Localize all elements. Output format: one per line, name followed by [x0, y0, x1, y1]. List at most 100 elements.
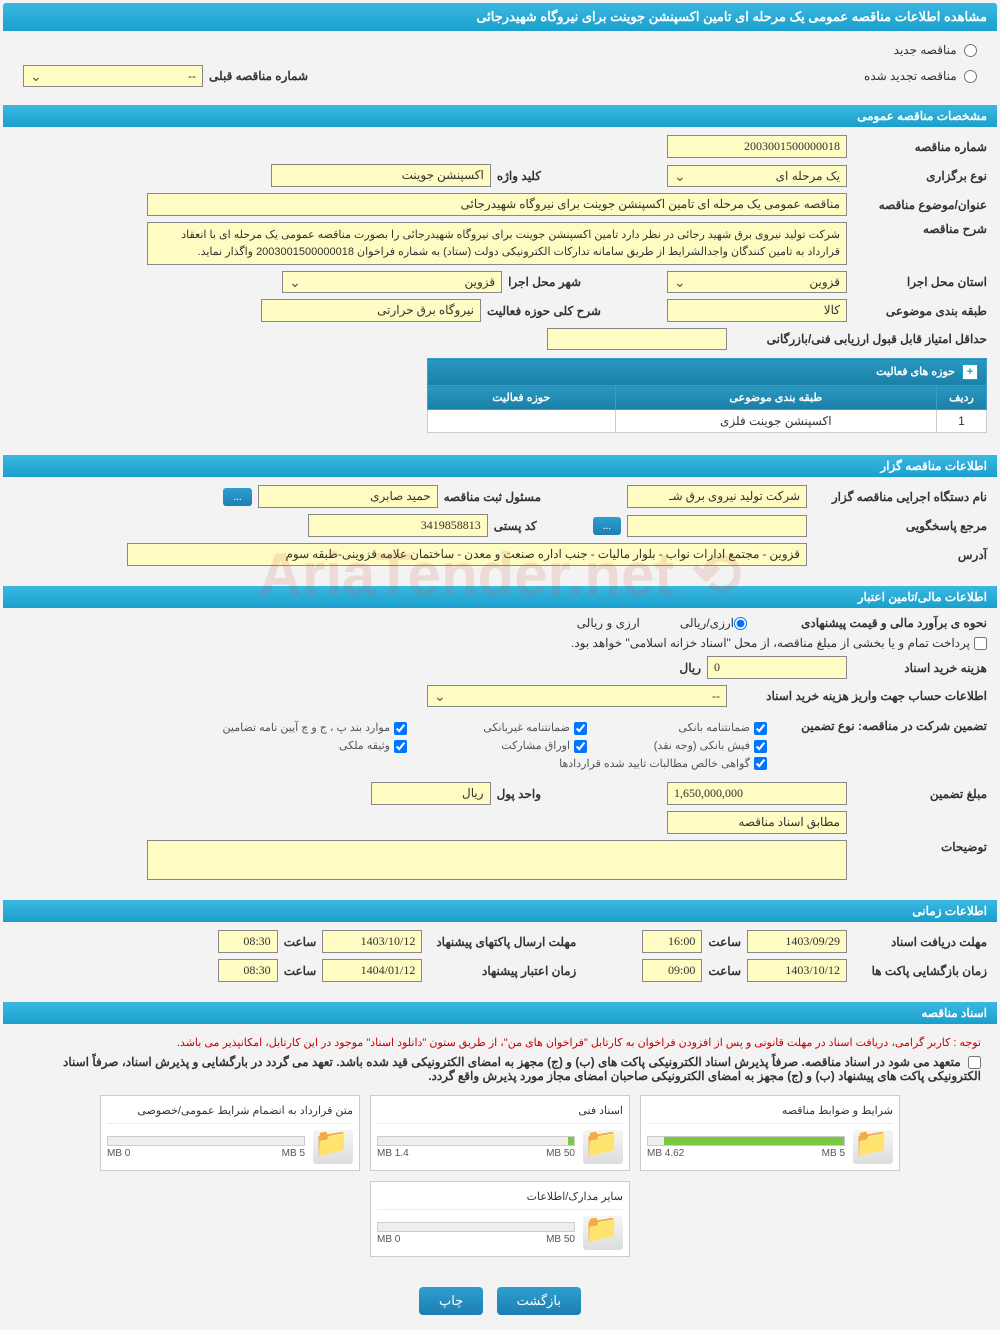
unit-label: واحد پول	[491, 787, 547, 801]
page-title: مشاهده اطلاعات مناقصه عمومی یک مرحله ای …	[476, 9, 987, 24]
respond-field	[627, 515, 807, 537]
cb-nonbank[interactable]	[574, 722, 587, 735]
notes-textarea	[147, 840, 847, 880]
page-container: { "header": { "title": "مشاهده اطلاعات م…	[0, 0, 1000, 1330]
expand-icon[interactable]: +	[962, 364, 978, 380]
holding-type-select[interactable]: یک مرحله ای	[667, 165, 847, 187]
back-button[interactable]: بازگشت	[497, 1287, 581, 1315]
file-box[interactable]: اسناد فنی 50 MB 1.4 MB	[370, 1095, 630, 1171]
scope-field: نیروگاه برق حرارتی	[261, 299, 481, 322]
section-timing-title: اطلاعات زمانی	[912, 904, 987, 918]
treasury-note: پرداخت تمام و یا بخشی از مبلغ مناقصه، از…	[571, 636, 970, 650]
cb-clauses[interactable]	[394, 722, 407, 735]
province-select[interactable]: قزوین	[667, 271, 847, 293]
cb-cash[interactable]	[754, 740, 767, 753]
agency-field: شرکت تولید نیروی برق شـ	[627, 485, 807, 508]
file-title: متن قرارداد به انضمام شرایط عمومی/خصوصی	[107, 1102, 353, 1124]
col-scope: حوزه فعالیت	[428, 386, 616, 410]
open-label: زمان بازگشایی پاکت ها	[847, 964, 987, 978]
reg-officer-field: حمید صابری	[258, 485, 438, 508]
file-total: 5 MB	[282, 1148, 305, 1159]
submit-date: 1403/10/12	[322, 930, 422, 953]
submit-time-label: ساعت	[278, 935, 323, 949]
file-grid: شرایط و ضوابط مناقصه 5 MB 4.62 MB اسناد …	[13, 1085, 987, 1267]
city-value: قزوین	[465, 275, 496, 289]
tender-type-section: مناقصه جدید مناقصه تجدید شده شماره مناقص…	[3, 31, 997, 99]
radio-new-tender[interactable]: مناقصه جدید	[894, 43, 977, 57]
file-total: 5 MB	[822, 1148, 845, 1159]
footer: بازگشت چاپ	[3, 1275, 997, 1327]
city-select[interactable]: قزوین	[282, 271, 502, 293]
postal-label: کد پستی	[488, 519, 543, 533]
min-score-field	[547, 328, 727, 350]
folder-icon	[583, 1216, 623, 1250]
address-label: آدرس	[807, 548, 987, 562]
est-radio-label: ارزی/ریالی	[680, 616, 734, 630]
doc-deadline-time-label: ساعت	[702, 935, 747, 949]
submit-label: مهلت ارسال پاکتهای پیشنهاد	[422, 935, 582, 949]
cb-cert[interactable]	[754, 757, 767, 770]
cb2-label: ضمانتنامه غیربانکی	[483, 722, 570, 734]
radio-new-input[interactable]	[964, 44, 977, 57]
amount-label: مبلغ تضمین	[847, 787, 987, 801]
col-category: طبقه بندی موضوعی	[615, 386, 936, 410]
cb-bank[interactable]	[754, 722, 767, 735]
holding-type-value: یک مرحله ای	[776, 169, 840, 183]
cb-property[interactable]	[394, 740, 407, 753]
commitment-checkbox[interactable]	[968, 1056, 981, 1069]
page-title-bar: مشاهده اطلاعات مناقصه عمومی یک مرحله ای …	[3, 3, 997, 31]
treasury-checkbox[interactable]	[974, 637, 987, 650]
per-docs-field: مطابق اسناد مناقصه	[667, 811, 847, 834]
subject-label: عنوان/موضوع مناقصه	[847, 198, 987, 212]
deposit-info-value: --	[712, 689, 720, 703]
cb-bonds[interactable]	[574, 740, 587, 753]
amount-field: 1,650,000,000	[667, 782, 847, 805]
doc-fee-field: 0	[707, 656, 847, 679]
doc-deadline-label: مهلت دریافت اسناد	[847, 935, 987, 949]
section-general-title: مشخصات مناقصه عمومی	[857, 109, 987, 123]
doc-fee-unit: ریال	[673, 661, 707, 675]
valid-date: 1404/01/12	[322, 959, 422, 982]
file-used: 1.4 MB	[377, 1148, 409, 1159]
activity-table: + حوزه های فعالیت ردیف طبقه بندی موضوعی …	[427, 358, 987, 433]
cb6-label: وثیقه ملکی	[339, 740, 390, 752]
folder-icon	[853, 1130, 893, 1164]
tender-number-label: شماره مناقصه	[847, 140, 987, 154]
deposit-info-select[interactable]: --	[427, 685, 727, 707]
documents-content: توجه : کاربر گرامی، دریافت اسناد در مهلت…	[3, 1024, 997, 1275]
row-num: 1	[937, 410, 987, 433]
radio-renewed-tender[interactable]: مناقصه تجدید شده	[864, 69, 977, 83]
file-progress	[107, 1136, 305, 1146]
deposit-info-label: اطلاعات حساب جهت واریز هزینه خرید اسناد	[727, 689, 987, 703]
print-button[interactable]: چاپ	[419, 1287, 483, 1315]
doc-deadline-date: 1403/09/29	[747, 930, 847, 953]
file-box[interactable]: متن قرارداد به انضمام شرایط عمومی/خصوصی …	[100, 1095, 360, 1171]
cb3-label: موارد بند پ ، ج و چ آیین نامه تضامین	[223, 722, 390, 734]
officer-more-button[interactable]: ...	[223, 488, 251, 506]
file-title: اسناد فنی	[377, 1102, 623, 1124]
file-title: شرایط و ضوابط مناقصه	[647, 1102, 893, 1124]
prev-tender-select[interactable]: --	[23, 65, 203, 87]
province-value: قزوین	[809, 275, 840, 289]
section-organizer-bar: اطلاعات مناقصه گزار	[3, 455, 997, 477]
file-progress	[377, 1136, 575, 1146]
prev-tender-label: شماره مناقصه قبلی	[203, 69, 314, 83]
file-used: 0 MB	[377, 1234, 400, 1245]
file-box[interactable]: شرایط و ضوابط مناقصه 5 MB 4.62 MB	[640, 1095, 900, 1171]
section-organizer-title: اطلاعات مناقصه گزار	[880, 459, 987, 473]
tender-number-field: 2003001500000018	[667, 135, 847, 158]
notes-label: توضیحات	[847, 840, 987, 854]
open-date: 1403/10/12	[747, 959, 847, 982]
city-label: شهر محل اجرا	[502, 275, 587, 289]
valid-time-label: ساعت	[278, 964, 323, 978]
respond-more-button[interactable]: ...	[593, 517, 621, 535]
postal-field: 3419858813	[308, 514, 488, 537]
cb4-label: فیش بانکی (وجه نقد)	[654, 740, 750, 752]
section-general-bar: مشخصات مناقصه عمومی	[3, 105, 997, 127]
col-row: ردیف	[937, 386, 987, 410]
est-radio[interactable]	[734, 617, 747, 630]
file-box[interactable]: سایر مدارک/اطلاعات 50 MB 0 MB	[370, 1181, 630, 1257]
file-title: سایر مدارک/اطلاعات	[377, 1188, 623, 1210]
radio-renewed-input[interactable]	[964, 70, 977, 83]
row-cat: اکسپنشن جوینت فلزی	[615, 410, 936, 433]
